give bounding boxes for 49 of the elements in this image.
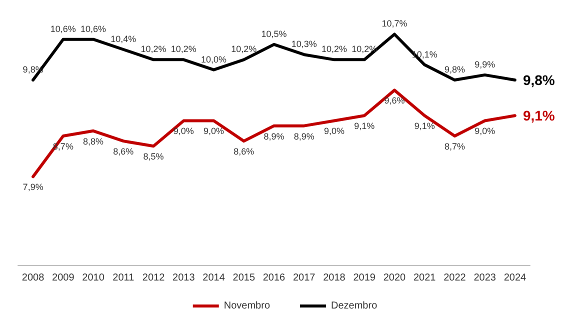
data-label: 8,9% <box>294 131 314 142</box>
data-label: 10,7% <box>382 18 408 29</box>
x-tick-label: 2008 <box>22 272 45 284</box>
x-tick-label: 2021 <box>413 272 436 284</box>
legend-label: Dezembro <box>331 300 378 312</box>
data-label: 8,5% <box>143 152 164 162</box>
x-tick-label: 2020 <box>383 272 406 284</box>
legend-label: Novembro <box>224 300 270 312</box>
data-label: 10,5% <box>261 28 287 39</box>
data-label: 9,1% <box>354 121 375 132</box>
data-label: 10,6% <box>80 24 106 34</box>
data-label: 8,6% <box>234 146 254 157</box>
data-label: 10,2% <box>140 44 166 54</box>
data-label: 8,6% <box>113 146 134 157</box>
data-label: 10,2% <box>170 44 196 54</box>
data-label: 9,9% <box>474 59 496 70</box>
data-label: 10,4% <box>110 34 136 44</box>
data-label: 10,3% <box>291 39 317 50</box>
x-tick-label: 2018 <box>323 272 346 284</box>
x-tick-label: 2023 <box>474 272 496 284</box>
data-label: 9,0% <box>173 126 194 136</box>
data-label: 9,8% <box>444 64 465 75</box>
data-label: 9,0% <box>474 126 496 136</box>
data-label: 9,0% <box>324 126 344 136</box>
data-label: 10,0% <box>201 54 227 64</box>
data-label: 10,2% <box>321 44 347 54</box>
data-label: 8,8% <box>83 136 104 146</box>
data-label: 8,9% <box>264 131 284 142</box>
data-label: 9,1% <box>414 121 435 132</box>
data-label: 7,9% <box>22 182 44 192</box>
data-label: 9,0% <box>204 126 224 136</box>
data-label: 9,8% <box>522 72 556 88</box>
data-label: 9,6% <box>384 96 405 106</box>
x-tick-label: 2013 <box>172 272 196 284</box>
x-tick-label: 2009 <box>52 272 75 284</box>
x-tick-label: 2010 <box>82 272 105 284</box>
x-tick-label: 2015 <box>232 272 256 284</box>
x-tick-label: 2017 <box>292 272 316 284</box>
data-label: 8,7% <box>444 141 465 152</box>
x-tick-label: 2016 <box>262 272 286 284</box>
x-tick-label: 2022 <box>444 272 466 284</box>
data-label: 10,2% <box>231 44 257 54</box>
data-label: 10,6% <box>50 24 76 34</box>
x-tick-label: 2024 <box>504 272 526 284</box>
x-tick-label: 2014 <box>202 272 226 284</box>
x-tick-label: 2011 <box>112 272 135 284</box>
x-tick-label: 2019 <box>353 272 376 284</box>
data-label: 9,1% <box>522 108 556 124</box>
x-tick-label: 2012 <box>142 272 166 284</box>
